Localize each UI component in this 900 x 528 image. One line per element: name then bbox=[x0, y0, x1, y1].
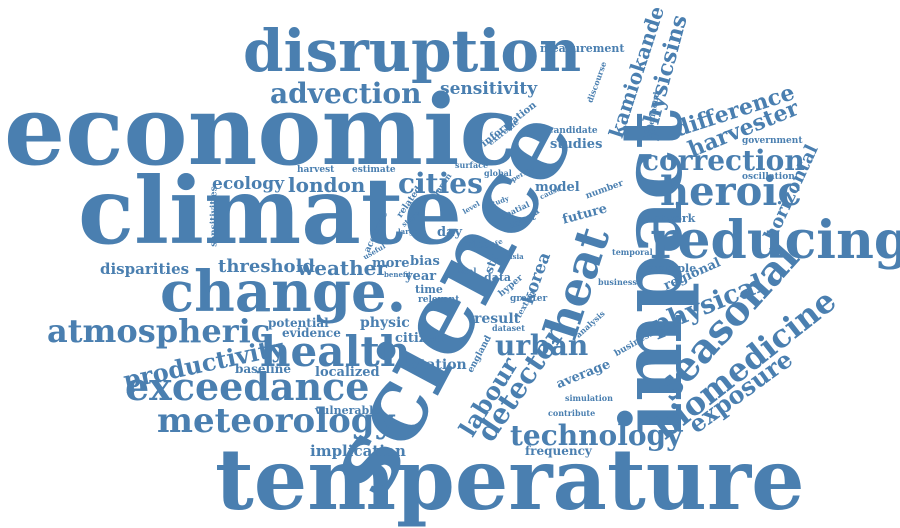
word-urban: urban bbox=[495, 329, 589, 362]
word-larger: larger bbox=[398, 227, 422, 236]
word-atmospheric: atmospheric bbox=[47, 312, 271, 350]
word-sensitivities: sensitivities bbox=[209, 186, 220, 247]
word-london: london bbox=[288, 173, 366, 197]
word-local: local bbox=[455, 266, 477, 276]
word-result: result bbox=[474, 311, 521, 327]
word-baseline: baseline bbox=[235, 362, 292, 376]
word-temporal: temporal bbox=[612, 247, 653, 257]
word-economic: economic bbox=[4, 74, 518, 187]
word-weather: weather bbox=[297, 256, 387, 280]
word-time: time bbox=[415, 283, 443, 296]
word-bias: bias bbox=[410, 254, 440, 269]
word-reducing: reducing bbox=[650, 210, 900, 271]
word-frequency: frequency bbox=[525, 444, 592, 458]
word-ecology: ecology bbox=[212, 174, 285, 194]
word-localized: localized bbox=[315, 365, 380, 380]
word-discourse: discourse bbox=[584, 60, 609, 104]
word-oscillation: oscillation bbox=[742, 172, 795, 182]
word-disparities: disparities bbox=[100, 260, 190, 278]
word-relevant: relevant bbox=[418, 295, 460, 305]
word-station: station bbox=[412, 357, 467, 373]
word-technology: technology bbox=[510, 419, 683, 452]
word-vulnerable: vulnerable bbox=[315, 404, 381, 417]
word-cities: cities bbox=[398, 167, 483, 200]
word-disruption: disruption bbox=[243, 17, 582, 85]
word-example: example bbox=[645, 262, 697, 275]
word-temperature: temperature bbox=[215, 430, 805, 528]
word-measurement: measurement bbox=[540, 42, 625, 55]
word-simulation: simulation bbox=[565, 393, 613, 403]
word-more: more bbox=[372, 256, 410, 271]
word-dataset: dataset bbox=[492, 323, 525, 333]
word-correction: correction bbox=[642, 144, 805, 177]
word-harvest: harvest bbox=[297, 165, 335, 175]
word-evidence: evidence bbox=[282, 326, 341, 340]
word-surface: surface bbox=[455, 160, 489, 170]
word-network: network bbox=[645, 212, 696, 225]
word-sensitivity: sensitivity bbox=[440, 79, 538, 99]
word-physic: physic bbox=[360, 315, 410, 331]
word-change: change. bbox=[160, 259, 407, 325]
word-health: health bbox=[260, 327, 411, 376]
word-estimate: estimate bbox=[352, 165, 396, 175]
word-model: model bbox=[535, 180, 580, 195]
word-business: business bbox=[598, 277, 637, 287]
word-implication: implication bbox=[310, 442, 406, 460]
word-citizen: citizen bbox=[395, 331, 444, 346]
word-benefit: benefit bbox=[384, 270, 412, 279]
word-exceedance: exceedance bbox=[125, 364, 370, 409]
word-asia: asia bbox=[508, 252, 524, 261]
word-advection: advection bbox=[270, 77, 422, 110]
word-greater: greater bbox=[510, 294, 548, 304]
word-meteorology: meteorology bbox=[157, 401, 395, 441]
word-contribute: contribute bbox=[548, 408, 596, 418]
word-global: global bbox=[484, 168, 512, 178]
word-threshold: threshold bbox=[218, 256, 315, 277]
word-day: day bbox=[437, 225, 463, 240]
word-government: government bbox=[742, 136, 803, 146]
word-candidate: candidate bbox=[548, 126, 598, 136]
word-studies: studies bbox=[550, 137, 603, 152]
word-rice: rice bbox=[466, 238, 490, 251]
word-heroic: heroic bbox=[660, 168, 802, 215]
word-data: data bbox=[484, 271, 512, 284]
word-year: year bbox=[405, 269, 437, 284]
word-climate: climate bbox=[78, 157, 462, 265]
word-potential: potential bbox=[268, 316, 329, 330]
